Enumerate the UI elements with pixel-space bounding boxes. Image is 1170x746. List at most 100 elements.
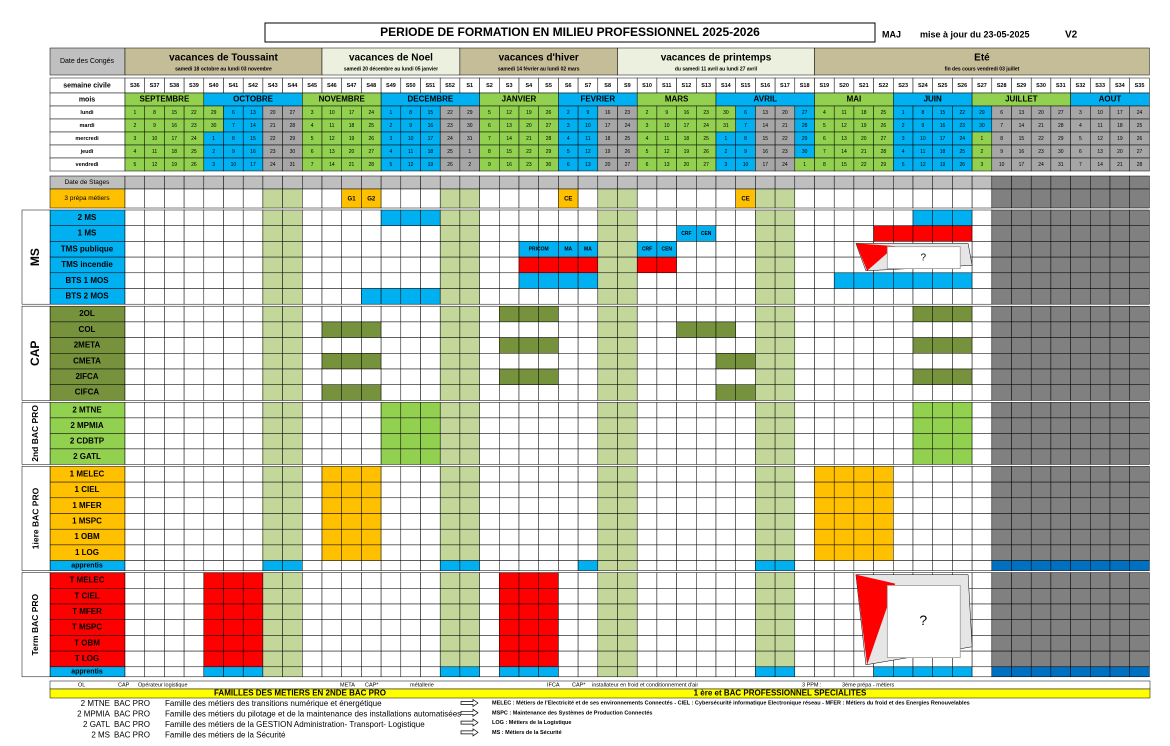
plan-cell — [282, 417, 303, 434]
plan-cell — [577, 666, 599, 678]
plan-cell — [814, 497, 835, 514]
day-number: 20 — [861, 136, 867, 142]
row-label: 2 MTNE — [72, 405, 102, 414]
plan-cell — [164, 288, 185, 305]
plan-cell — [1109, 528, 1130, 546]
plan-cell — [853, 353, 874, 370]
plan-cell — [124, 666, 145, 678]
day-number: 22 — [270, 136, 276, 142]
legend-text: 3ème prépa - métiers — [842, 682, 895, 688]
plan-cell — [499, 337, 520, 354]
plan-cell — [164, 241, 185, 258]
conges-block — [459, 47, 618, 76]
plan-cell — [1011, 272, 1032, 289]
plan-cell — [617, 635, 638, 652]
plan-cell — [558, 603, 579, 620]
week-label: S36 — [130, 83, 140, 89]
plan-cell — [617, 560, 638, 571]
plan-cell — [833, 433, 855, 450]
plan-cell — [499, 544, 520, 561]
plan-cell — [676, 619, 697, 636]
plan-cell — [676, 305, 697, 323]
plan-cell — [459, 433, 480, 450]
day-number: 30 — [1058, 149, 1064, 155]
day-number: 17 — [684, 123, 690, 129]
plan-cell — [164, 603, 185, 620]
plan-cell — [1011, 433, 1032, 450]
plan-cell — [321, 448, 342, 465]
week-label: S33 — [1095, 83, 1105, 89]
plan-cell — [774, 603, 796, 620]
plan-cell — [558, 619, 579, 636]
day-number: 5 — [902, 162, 905, 168]
day-number: 26 — [368, 136, 374, 142]
plan-cell — [932, 544, 953, 561]
plan-cell — [341, 402, 362, 419]
plan-cell — [676, 666, 697, 678]
day-number: 1 — [133, 110, 136, 116]
plan-cell — [636, 225, 658, 242]
plan-cell — [1109, 272, 1130, 289]
family-type: BAC PRO — [114, 720, 150, 729]
plan-cell — [164, 256, 185, 274]
plan-cell — [1030, 666, 1052, 678]
day-number: 30 — [211, 123, 217, 129]
plan-cell — [735, 353, 756, 370]
plan-cell — [518, 666, 539, 678]
plan-cell — [597, 544, 618, 561]
plan-cell — [558, 497, 579, 514]
day-number: 21 — [526, 136, 532, 142]
plan-cell — [893, 528, 914, 546]
plan-cell — [971, 433, 993, 450]
plan-cell — [991, 417, 1012, 434]
plan-cell — [577, 384, 599, 401]
plan-cell — [459, 448, 480, 465]
day-number: 21 — [1117, 162, 1123, 168]
plan-cell — [1011, 481, 1032, 499]
plan-cell — [577, 588, 599, 605]
plan-cell — [558, 513, 579, 530]
plan-cell — [873, 666, 894, 678]
plan-cell — [656, 225, 677, 242]
plan-cell — [893, 337, 914, 354]
plan-cell — [558, 402, 579, 419]
plan-cell — [558, 321, 579, 338]
plan-cell — [242, 666, 264, 678]
plan-cell — [499, 384, 520, 401]
plan-cell — [577, 225, 599, 242]
day-number: 12 — [1097, 136, 1103, 142]
day-number: 7 — [744, 123, 747, 129]
plan-cell — [223, 619, 244, 636]
plan-cell — [361, 635, 382, 652]
plan-cell — [1011, 466, 1032, 483]
stages-cell — [400, 175, 421, 190]
day-number: 10 — [408, 136, 414, 142]
plan-cell — [1109, 353, 1130, 370]
plan-cell — [262, 433, 283, 450]
stages-cell — [932, 175, 953, 190]
day-number: 24 — [368, 110, 374, 116]
day-number: 6 — [311, 149, 314, 155]
stages-cell — [952, 175, 973, 190]
plan-cell — [794, 497, 815, 514]
plan-cell — [853, 368, 874, 385]
plan-cell — [183, 448, 205, 465]
plan-cell — [971, 513, 993, 530]
plan-cell — [814, 560, 835, 571]
plan-cell — [1030, 241, 1052, 258]
day-number: 1 — [724, 136, 727, 142]
day-label: lundi — [80, 110, 94, 116]
plan-cell — [873, 288, 894, 305]
plan-cell — [479, 321, 500, 338]
plan-cell — [1129, 384, 1150, 401]
day-number: 23 — [703, 110, 709, 116]
plan-cell — [971, 337, 993, 354]
cell-tag: G1 — [348, 197, 357, 203]
plan-cell — [814, 353, 835, 370]
plan-cell — [361, 448, 382, 465]
day-number: 28 — [1058, 123, 1064, 129]
plan-cell — [124, 588, 145, 605]
plan-cell — [1090, 481, 1111, 499]
plan-cell — [1030, 225, 1052, 242]
plan-cell — [479, 650, 500, 668]
